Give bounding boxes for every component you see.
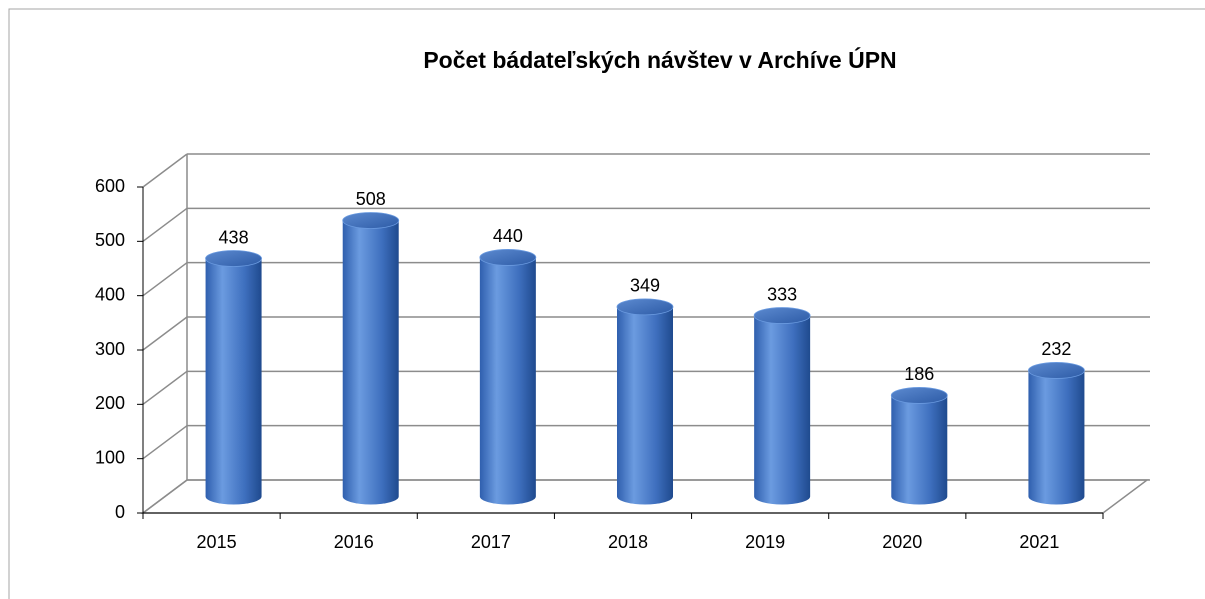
x-tick-label: 2019 [745, 532, 785, 552]
x-tick-label: 2017 [471, 532, 511, 552]
bar-top [890, 387, 948, 404]
x-tick-label: 2018 [608, 532, 648, 552]
bar [1028, 362, 1085, 505]
grid-line [142, 262, 188, 297]
bar-top [205, 250, 262, 267]
value-label: 333 [767, 284, 797, 304]
x-tick-label: 2020 [882, 532, 922, 552]
bar [616, 298, 674, 505]
y-tick-label: 0 [115, 502, 125, 522]
y-tick-label: 400 [95, 284, 125, 304]
bar-top [479, 249, 537, 266]
value-label: 186 [904, 364, 934, 384]
bar-body [1028, 370, 1085, 505]
x-tick-label: 2021 [1019, 532, 1059, 552]
y-tick-label: 200 [95, 393, 125, 413]
value-label: 349 [630, 276, 660, 296]
grid-line [142, 207, 188, 242]
value-label: 438 [219, 227, 249, 247]
y-tick-label: 100 [95, 447, 125, 467]
grid-line [142, 479, 188, 514]
x-tick-label: 2015 [197, 532, 237, 552]
bar-top [342, 212, 400, 229]
bar [753, 307, 811, 505]
bar-body [479, 257, 536, 505]
bar-top [1028, 362, 1085, 379]
grid-line [142, 153, 188, 188]
y-tick-label: 500 [95, 230, 125, 250]
value-label: 232 [1041, 339, 1071, 359]
value-label: 440 [493, 226, 523, 246]
x-tick-label: 2016 [334, 532, 374, 552]
bar [479, 249, 537, 505]
value-label: 508 [356, 189, 386, 209]
grid-line [142, 425, 188, 460]
bar [205, 250, 262, 505]
bar-body [891, 395, 948, 505]
y-tick-label: 300 [95, 339, 125, 359]
bar-body [754, 315, 811, 505]
bar [890, 387, 948, 505]
bar-body [342, 220, 399, 505]
chart-title: Počet bádateľských návštev v Archíve ÚPN [423, 46, 896, 73]
bar-body [205, 258, 262, 505]
y-tick-label: 600 [95, 176, 125, 196]
chart-border [8, 8, 1205, 599]
grid-line [142, 316, 188, 351]
bar-top [616, 298, 674, 316]
grid-line [142, 370, 188, 405]
bar-body [617, 306, 673, 505]
bar-top [753, 307, 811, 324]
bar [342, 212, 400, 505]
